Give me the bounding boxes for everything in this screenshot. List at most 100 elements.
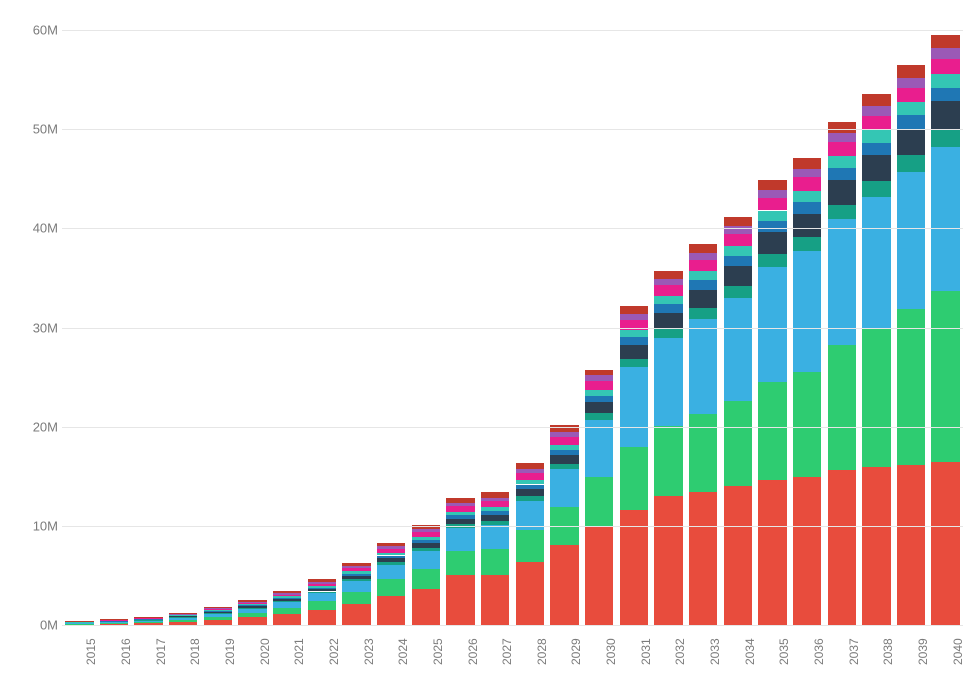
bar-segment — [377, 553, 405, 556]
bar-segment — [724, 246, 752, 256]
bar-segment — [862, 467, 890, 625]
bar-segment — [238, 600, 266, 602]
bar-segment — [550, 464, 578, 469]
bar-segment — [342, 604, 370, 625]
bar-segment — [689, 271, 717, 280]
x-axis-tick-label: 2035 — [777, 638, 791, 665]
bar-segment — [169, 613, 197, 614]
x-axis-tick-label: 2018 — [188, 638, 202, 665]
bar-segment — [308, 586, 336, 588]
y-axis-tick-label: 60M — [8, 23, 58, 38]
bar-segment — [828, 122, 856, 133]
bar-segment — [931, 88, 959, 102]
bar-segment — [481, 549, 509, 575]
bar-segment — [342, 568, 370, 571]
x-axis-tick-label: 2037 — [847, 638, 861, 665]
bar-segment — [931, 59, 959, 74]
bar-segment — [412, 589, 440, 625]
bar-segment — [654, 304, 682, 312]
bar-segment — [308, 584, 336, 586]
x-axis-tick-label: 2021 — [292, 638, 306, 665]
bar-segment — [654, 496, 682, 625]
bar-segment — [412, 548, 440, 551]
bar-segment — [446, 512, 474, 515]
bar-segment — [758, 480, 786, 625]
bar-segment — [793, 237, 821, 251]
bar-segment — [689, 492, 717, 625]
bar-segment — [862, 94, 890, 106]
bar-segment — [273, 595, 301, 597]
bar-segment — [377, 546, 405, 549]
bar-segment — [654, 285, 682, 296]
bar-segment — [238, 605, 266, 606]
bar-segment — [377, 565, 405, 579]
bar-segment — [585, 396, 613, 402]
x-axis-tick-label: 2015 — [84, 638, 98, 665]
bar-segment — [724, 217, 752, 226]
bar-segment — [689, 290, 717, 308]
y-axis-tick-label: 0M — [8, 618, 58, 633]
bar-segment — [585, 420, 613, 478]
bar-segment — [377, 549, 405, 553]
bar-segment — [516, 473, 544, 480]
bar-segment — [412, 543, 440, 548]
bar-segment — [481, 575, 509, 625]
bar-segment — [758, 221, 786, 232]
bar-segment — [585, 381, 613, 390]
y-axis-tick-label: 30M — [8, 320, 58, 335]
bar-segment — [793, 477, 821, 625]
bar-segment — [169, 614, 197, 615]
bar-segment — [204, 612, 232, 613]
bar-segment — [308, 593, 336, 600]
bar-segment — [238, 617, 266, 625]
bar-segment — [620, 320, 648, 331]
bar-segment — [481, 492, 509, 497]
bar-segment — [689, 414, 717, 492]
bar-segment — [897, 155, 925, 172]
bar-segment — [793, 191, 821, 202]
bar-segment — [100, 619, 128, 620]
bar-segment — [550, 469, 578, 507]
bar-segment — [481, 511, 509, 515]
x-axis-tick-label: 2022 — [327, 638, 341, 665]
bar-segment — [931, 291, 959, 463]
x-axis-tick-label: 2039 — [916, 638, 930, 665]
bar-segment — [724, 286, 752, 298]
x-axis-tick-label: 2026 — [466, 638, 480, 665]
bar-segment — [308, 589, 336, 591]
bar-segment — [758, 267, 786, 382]
bar-segment — [897, 129, 925, 155]
bar-segment — [308, 610, 336, 625]
bar-segment — [654, 279, 682, 285]
bar-segment — [654, 426, 682, 496]
bar-segment — [550, 432, 578, 437]
bar-segment — [585, 413, 613, 420]
bar-segment — [169, 620, 197, 622]
bar-segment — [308, 579, 336, 581]
bar-segment — [308, 588, 336, 590]
bar-segment — [377, 596, 405, 625]
bar-segment — [828, 345, 856, 470]
bar-segment — [793, 251, 821, 372]
bar-segment — [758, 254, 786, 267]
bar-segment — [481, 498, 509, 501]
bar-segment — [446, 498, 474, 503]
bar-segment — [620, 447, 648, 510]
bar-segment — [689, 253, 717, 260]
bar-segment — [273, 599, 301, 601]
bar-segment — [585, 390, 613, 396]
x-axis-tick-label: 2030 — [604, 638, 618, 665]
bar-segment — [828, 142, 856, 156]
chart-container: 0M10M20M30M40M50M60M20152016201720182019… — [0, 0, 975, 700]
x-axis-tick-label: 2019 — [223, 638, 237, 665]
bar-segment — [204, 614, 232, 617]
bar-segment — [377, 556, 405, 559]
x-axis-tick-label: 2025 — [431, 638, 445, 665]
bar-segment — [412, 569, 440, 589]
bar-segment — [931, 462, 959, 625]
bar-segment — [620, 306, 648, 313]
x-axis-tick-label: 2028 — [535, 638, 549, 665]
bar-segment — [724, 486, 752, 625]
bar-segment — [793, 372, 821, 477]
bar-segment — [169, 614, 197, 615]
